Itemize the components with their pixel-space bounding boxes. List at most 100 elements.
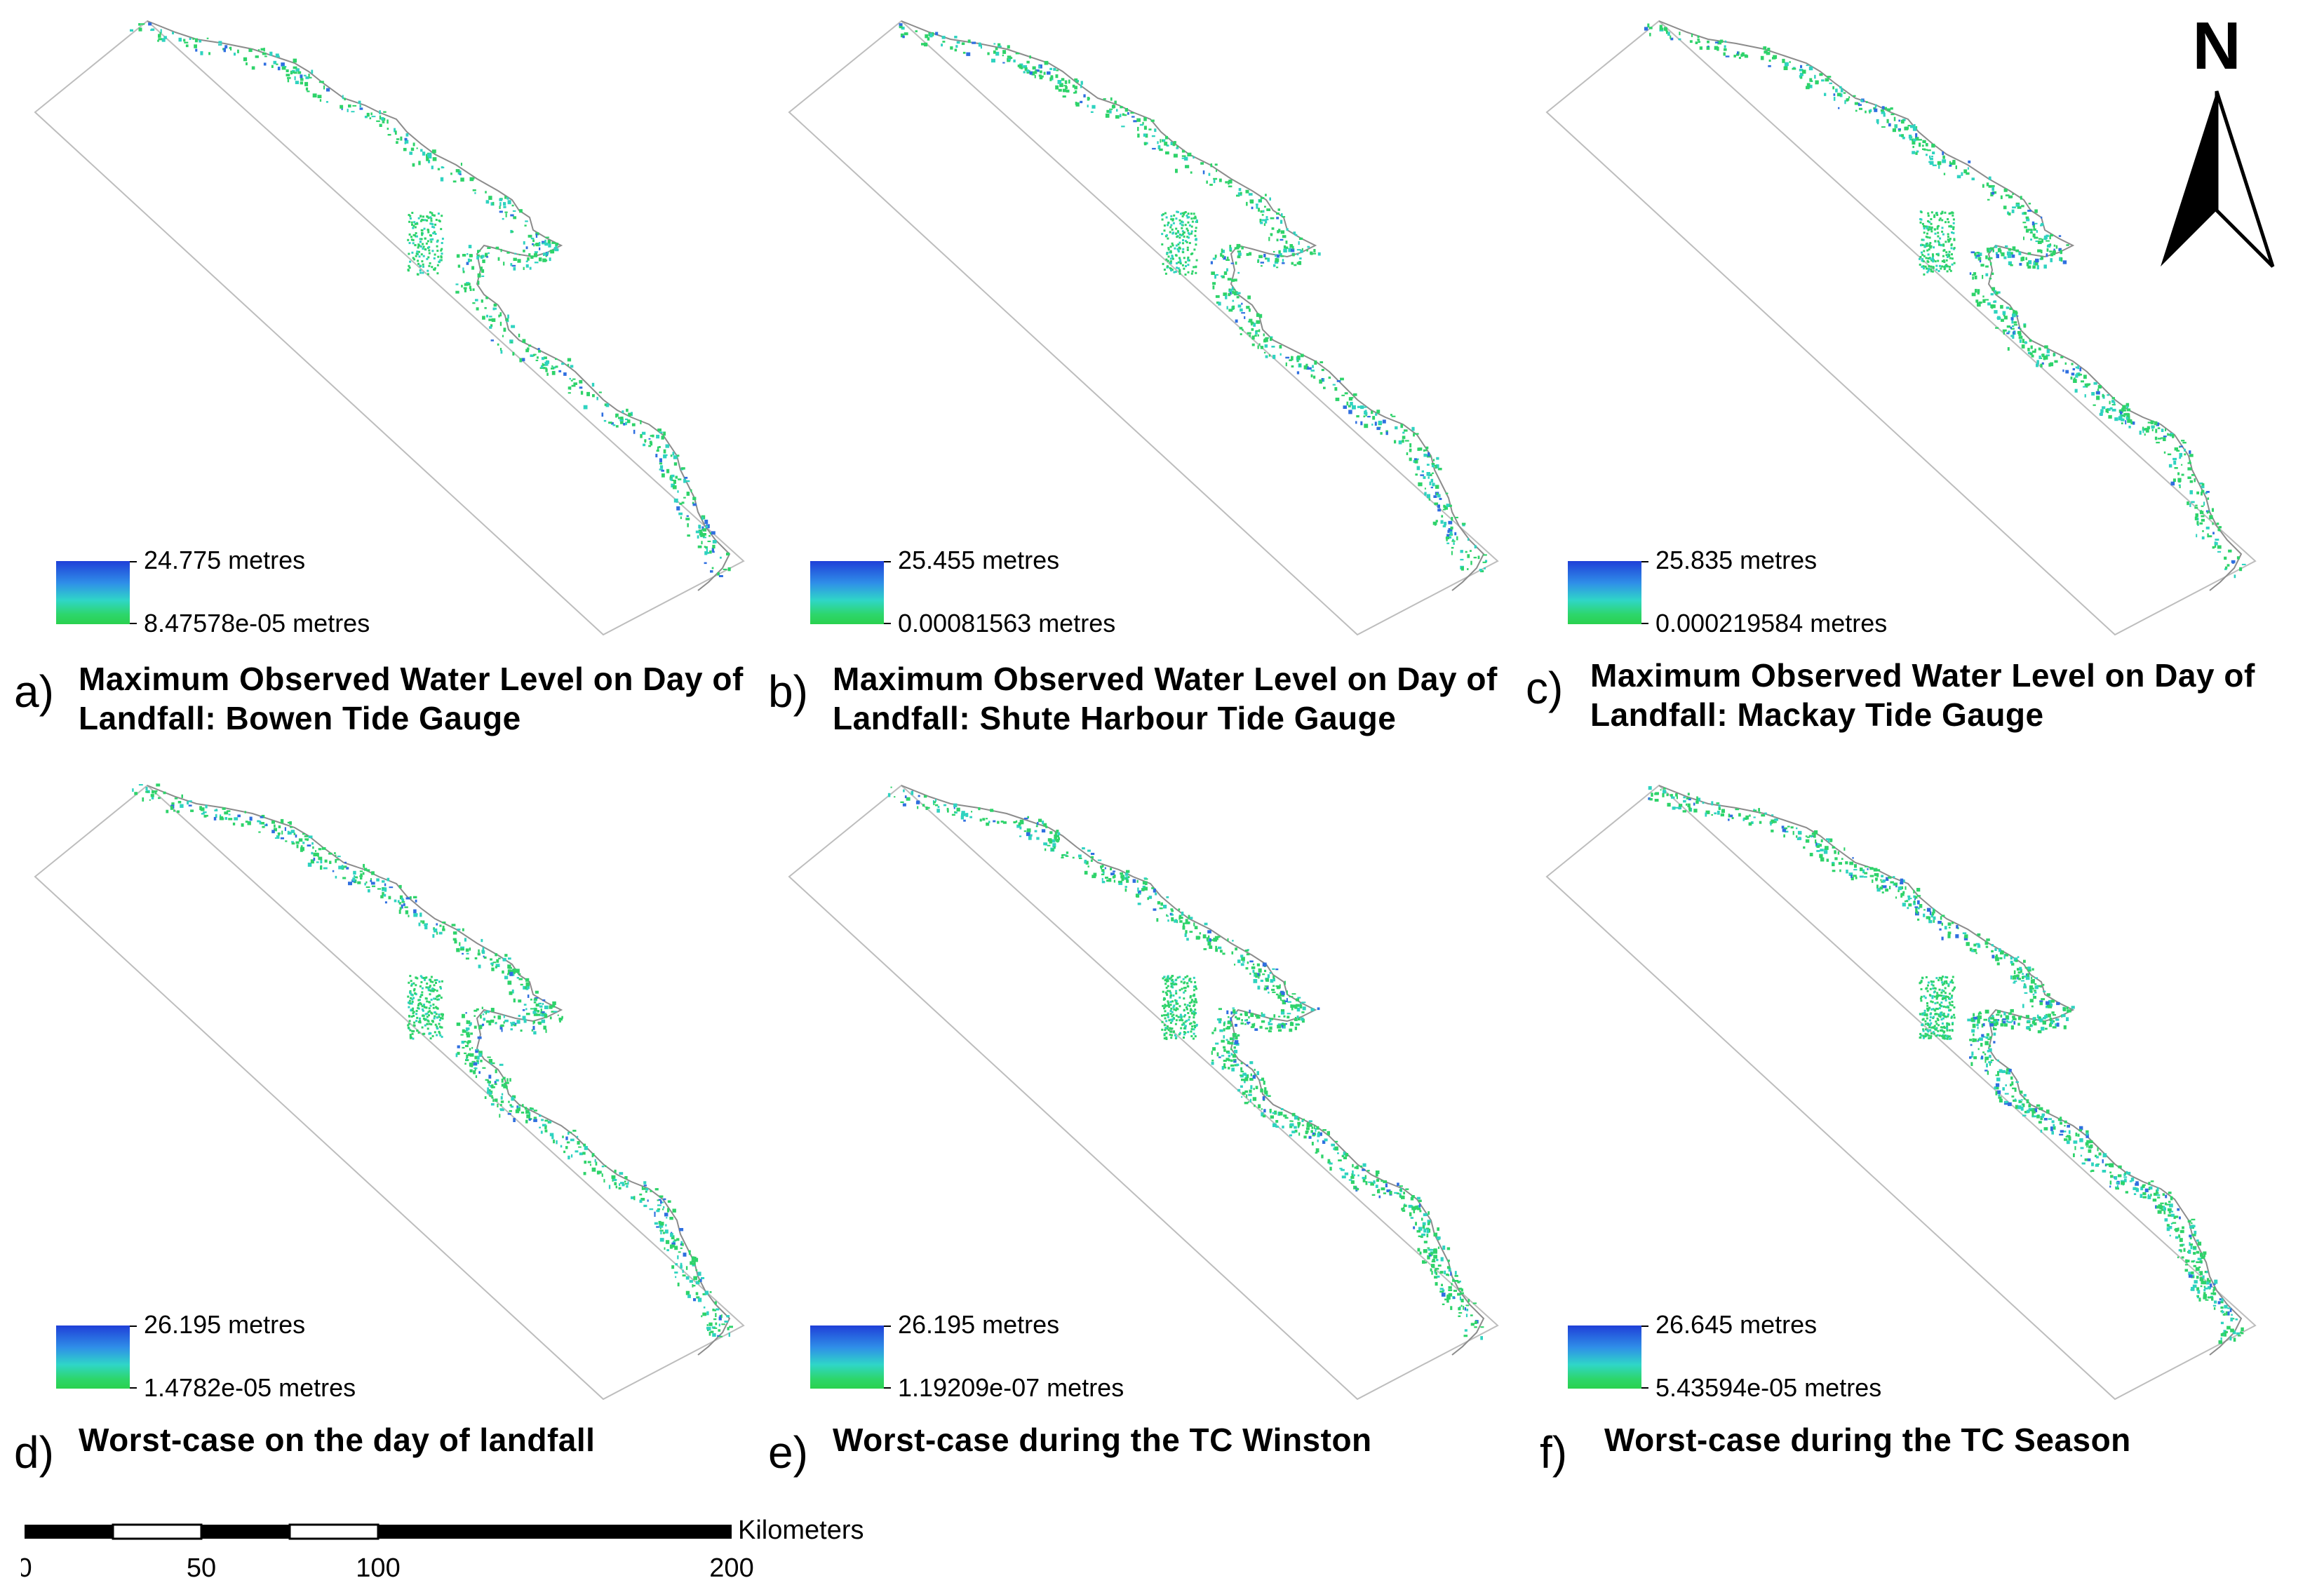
- inundation-cell: [1417, 1205, 1420, 1210]
- inundation-cell: [1038, 74, 1042, 77]
- inundation-cell: [2189, 1234, 2192, 1238]
- inundation-cell: [1265, 218, 1269, 221]
- inundation-cell: [640, 419, 642, 424]
- inundation-cell: [2035, 262, 2038, 266]
- inundation-cell: [1970, 251, 1975, 254]
- inundation-cell: [1066, 851, 1069, 854]
- inundation-cell: [1423, 453, 1428, 457]
- inundation-cell: [2099, 412, 2103, 416]
- inundation-cell: [1211, 1059, 1214, 1062]
- inundation-cell: [1223, 256, 1226, 260]
- inundation-cell: [2084, 383, 2088, 386]
- inundation-cell: [412, 1037, 415, 1040]
- inundation-cell: [1281, 1025, 1284, 1028]
- inundation-cell: [1947, 218, 1949, 220]
- inundation-cell: [2039, 1018, 2043, 1023]
- inundation-cell: [178, 37, 182, 42]
- inundation-cell: [659, 1238, 664, 1242]
- inundation-cell: [1162, 262, 1164, 265]
- inundation-cell: [304, 81, 309, 86]
- inundation-cell: [1183, 1003, 1186, 1006]
- inundation-cell: [2051, 1120, 2055, 1124]
- inundation-cell: [237, 49, 239, 53]
- inundation-cell: [2166, 1227, 2170, 1232]
- inundation-cell: [480, 1014, 482, 1019]
- inundation-cell: [440, 228, 443, 231]
- inundation-cell: [1185, 241, 1188, 243]
- inundation-cell: [1171, 242, 1174, 245]
- inundation-cell: [2237, 1335, 2241, 1337]
- inundation-cell: [2048, 1118, 2052, 1120]
- inundation-cell: [2023, 959, 2026, 963]
- inundation-cell: [1244, 1019, 1248, 1022]
- inundation-cell: [290, 826, 293, 828]
- inundation-cell: [1912, 127, 1917, 131]
- inundation-cell: [1042, 821, 1045, 825]
- inundation-cell: [1989, 1044, 1991, 1048]
- inundation-cell: [552, 366, 556, 369]
- inundation-cell: [1164, 991, 1167, 994]
- inundation-cell: [1193, 1021, 1196, 1024]
- inundation-cell: [1105, 877, 1108, 879]
- inundation-cell: [1275, 985, 1279, 987]
- inundation-cell: [677, 1282, 680, 1287]
- inundation-cell: [1260, 1088, 1263, 1093]
- inundation-cell: [432, 1003, 435, 1006]
- inundation-cell: [1953, 238, 1956, 241]
- inundation-cell: [1177, 231, 1180, 234]
- inundation-cell: [671, 1235, 675, 1240]
- inundation-cell: [1437, 1264, 1442, 1267]
- inundation-cell: [415, 232, 417, 234]
- inundation-cell: [1195, 1001, 1198, 1004]
- inundation-cell: [1294, 1129, 1298, 1133]
- inundation-cell: [289, 831, 292, 835]
- inundation-cell: [2004, 1023, 2008, 1027]
- inundation-cell: [2023, 212, 2027, 215]
- inundation-cell: [525, 220, 528, 222]
- inundation-cell: [2035, 258, 2039, 263]
- inundation-cell: [1929, 155, 1931, 158]
- inundation-cell: [1977, 289, 1980, 293]
- inundation-cell: [419, 220, 422, 222]
- inundation-cell: [1317, 1139, 1319, 1142]
- inundation-cell: [521, 358, 525, 362]
- inundation-cell: [1262, 962, 1267, 967]
- inundation-cell: [626, 1185, 629, 1188]
- inundation-cell: [1167, 1001, 1170, 1004]
- inundation-cell: [426, 157, 429, 161]
- inundation-cell: [1907, 896, 1910, 900]
- inundation-cell: [516, 1108, 520, 1112]
- legend-tick: [884, 1387, 891, 1389]
- inundation-cell: [408, 264, 410, 267]
- inundation-cell: [397, 900, 400, 903]
- inundation-cell: [2121, 414, 2125, 417]
- inundation-cell: [1458, 1315, 1461, 1317]
- inundation-cell: [1994, 310, 1998, 314]
- inundation-cell: [436, 1007, 439, 1010]
- inundation-cell: [1327, 1159, 1331, 1163]
- inundation-cell: [1171, 1018, 1174, 1020]
- inundation-cell: [1302, 1119, 1305, 1121]
- inundation-cell: [1914, 906, 1919, 908]
- inundation-cell: [433, 226, 436, 229]
- inundation-cell: [1191, 220, 1194, 223]
- inundation-cell: [710, 1330, 714, 1333]
- inundation-cell: [1280, 997, 1282, 1001]
- inundation-cell: [1072, 856, 1075, 859]
- inundation-cell: [513, 267, 516, 271]
- inundation-cell: [2030, 238, 2032, 241]
- inundation-cell: [422, 265, 424, 268]
- inundation-cell: [650, 1190, 652, 1192]
- inundation-cell: [1217, 936, 1221, 938]
- inundation-cell: [2226, 1325, 2231, 1330]
- inundation-cell: [190, 809, 194, 812]
- inundation-cell: [2066, 1006, 2069, 1009]
- inundation-cell: [1942, 250, 1945, 252]
- inundation-cell: [1183, 987, 1185, 990]
- inundation-cell: [408, 233, 411, 236]
- inundation-cell: [485, 256, 489, 258]
- inundation-cell: [1970, 1017, 1975, 1022]
- inundation-cell: [432, 232, 435, 235]
- inundation-cell: [1178, 976, 1181, 978]
- inundation-cell: [2165, 428, 2167, 431]
